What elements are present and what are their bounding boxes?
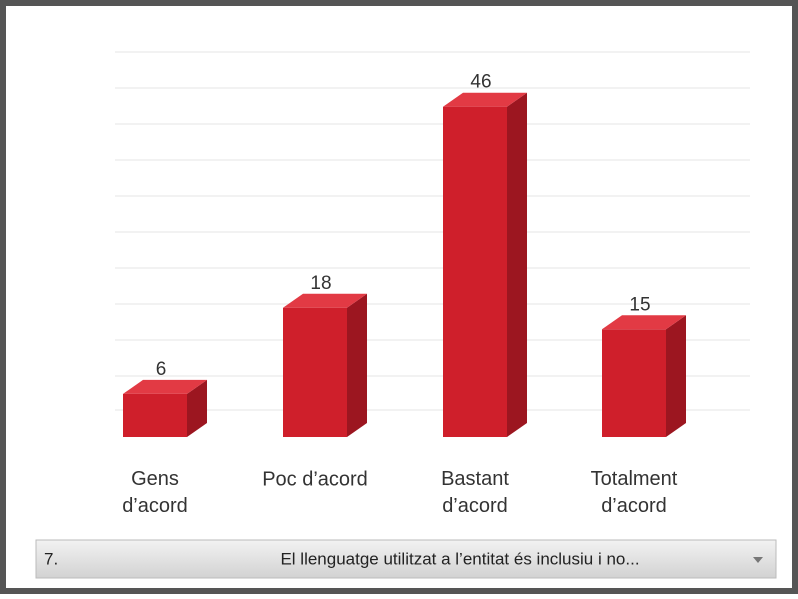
x-tick-label: Totalment d’acord — [591, 468, 678, 517]
bar-top — [443, 92, 527, 107]
bar-side — [507, 92, 527, 437]
data-label: 46 — [470, 72, 491, 93]
bar-side — [666, 315, 686, 437]
bar-top — [283, 293, 367, 308]
data-label: 15 — [629, 294, 650, 315]
bar — [443, 106, 507, 437]
data-label: 18 — [310, 273, 331, 294]
bar — [602, 329, 666, 437]
dropdown-text: El llenguatge utilitzat a l’entitat és i… — [280, 549, 639, 568]
bar-top — [602, 315, 686, 330]
bar-side — [347, 293, 367, 437]
bar — [283, 307, 347, 437]
data-label: 6 — [156, 359, 167, 380]
grid — [115, 51, 750, 411]
x-tick-label: Bastant d’acord — [441, 468, 509, 517]
x-tick-label: Poc d’acord — [262, 468, 368, 490]
bar — [123, 393, 187, 437]
dropdown[interactable] — [35, 539, 777, 579]
dropdown-number: 7. — [44, 549, 58, 568]
dropdown-arrow[interactable] — [753, 557, 763, 563]
x-tick-label: Gens d’acord — [122, 468, 188, 517]
bar-top — [123, 379, 207, 394]
bar-side — [187, 379, 207, 437]
